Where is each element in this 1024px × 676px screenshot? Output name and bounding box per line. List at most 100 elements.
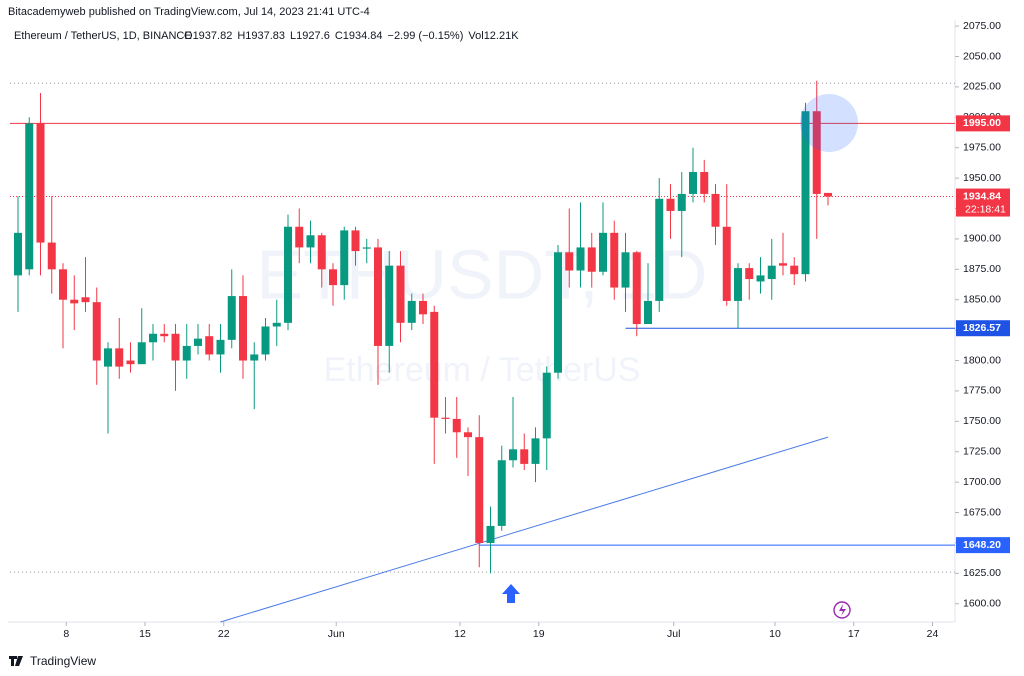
candle-body <box>520 449 529 464</box>
footer: TradingView <box>30 654 96 668</box>
candle-body <box>396 265 405 323</box>
candle-body <box>689 172 697 194</box>
candle-body <box>92 302 101 361</box>
icon <box>839 604 846 616</box>
ohlc-value: 1937.83 <box>245 30 285 42</box>
price-tag-label: 1934.84 <box>963 190 1001 202</box>
volume: 12.21K <box>484 30 520 42</box>
price-tag <box>956 115 1010 132</box>
ohlc-value: 1927.6 <box>296 30 330 42</box>
candle-body <box>295 226 304 248</box>
candle-body <box>722 226 731 301</box>
plot: 1600.001625.001650.001675.001700.001725.… <box>10 20 1010 640</box>
candle-body <box>531 438 540 464</box>
candle-body <box>509 449 517 461</box>
candle-body <box>452 418 461 433</box>
candle-body <box>362 247 371 249</box>
candle-body <box>239 296 247 361</box>
candle-body <box>767 265 776 280</box>
candle-body <box>554 252 562 373</box>
candle-body <box>801 111 810 275</box>
candle-body <box>351 230 360 252</box>
price-tag-label: 1995.00 <box>963 117 1001 129</box>
candle-body <box>385 265 394 346</box>
candle-body <box>464 432 472 438</box>
candle-body <box>137 342 146 365</box>
candle-body <box>430 311 439 418</box>
candle-body <box>824 192 832 197</box>
y-tick-label: 1850.00 <box>963 293 1001 305</box>
candle-body <box>14 232 22 276</box>
y-tick-label: 1875.00 <box>963 263 1001 275</box>
candle-body <box>632 252 641 325</box>
candle-body <box>779 263 787 266</box>
candle-body <box>655 198 664 301</box>
x-tick-label: 10 <box>769 628 781 640</box>
candle-body <box>542 372 551 439</box>
price-tag <box>956 320 1010 337</box>
candle-body <box>790 265 799 275</box>
y-tick-label: 1675.00 <box>963 506 1001 518</box>
candle-body <box>216 339 225 355</box>
candle-body <box>812 111 821 194</box>
y-tick-label: 2050.00 <box>963 50 1001 62</box>
candle-body <box>194 338 202 346</box>
candle-body <box>677 193 686 211</box>
candle-body <box>126 360 135 365</box>
y-tick-label: 1600.00 <box>963 598 1001 610</box>
candle-body <box>227 296 236 340</box>
publisher: Bitacademyweb published on TradingView.c… <box>8 6 370 18</box>
candle-body <box>115 348 124 367</box>
candle-body <box>284 226 292 323</box>
candle-body <box>419 300 427 315</box>
candle-body <box>475 437 484 543</box>
price-tag-label: 1648.20 <box>963 539 1001 551</box>
x-tick-label: Jun <box>328 628 345 640</box>
candle-body <box>734 268 742 301</box>
candle-body <box>306 235 315 248</box>
y-tick-label: 2075.00 <box>963 20 1001 32</box>
y-tick-label: 1900.00 <box>963 233 1001 245</box>
y-tick-label: 2025.00 <box>963 81 1001 93</box>
candle-body <box>745 268 754 280</box>
candle-body <box>47 242 56 270</box>
candle-body <box>374 247 382 346</box>
x-tick-label: Jul <box>667 628 680 640</box>
candle-body <box>149 333 157 343</box>
arrow-up <box>502 584 520 603</box>
y-tick-label: 1775.00 <box>963 385 1001 397</box>
candle-body <box>250 354 259 361</box>
x-tick-label: 19 <box>533 628 545 640</box>
ohlc-label: C <box>335 30 343 42</box>
price-tag <box>956 188 1010 217</box>
y-tick-label: 1800.00 <box>963 354 1001 366</box>
y-tick-label: 1950.00 <box>963 172 1001 184</box>
candle-body <box>25 123 34 270</box>
candle-body <box>340 230 349 286</box>
candle-body <box>329 269 337 286</box>
symbol: Ethereum / TetherUS, 1D, BINANCE <box>14 30 192 42</box>
candle-body <box>441 417 450 419</box>
candle-body <box>576 247 585 271</box>
x-tick-label: 22 <box>218 628 230 640</box>
ohlc-label: O <box>184 30 193 42</box>
countdown: 22:18:41 <box>965 203 1006 215</box>
logo <box>9 656 23 666</box>
candle-body <box>599 232 607 272</box>
candle-body <box>205 336 214 355</box>
candle-body <box>587 247 596 272</box>
candle-body <box>160 333 169 337</box>
volume-label: Vol <box>468 30 483 42</box>
y-tick-label: 1975.00 <box>963 141 1001 153</box>
candle-body <box>700 172 709 194</box>
ohlc-value: 1937.82 <box>193 30 233 42</box>
y-tick-label: 1725.00 <box>963 446 1001 458</box>
candle-body <box>36 123 45 243</box>
x-tick-label: 12 <box>454 628 466 640</box>
candle-body <box>407 300 416 323</box>
candle-body <box>317 235 326 270</box>
x-tick-label: 8 <box>63 628 69 640</box>
candle-body <box>261 326 270 355</box>
